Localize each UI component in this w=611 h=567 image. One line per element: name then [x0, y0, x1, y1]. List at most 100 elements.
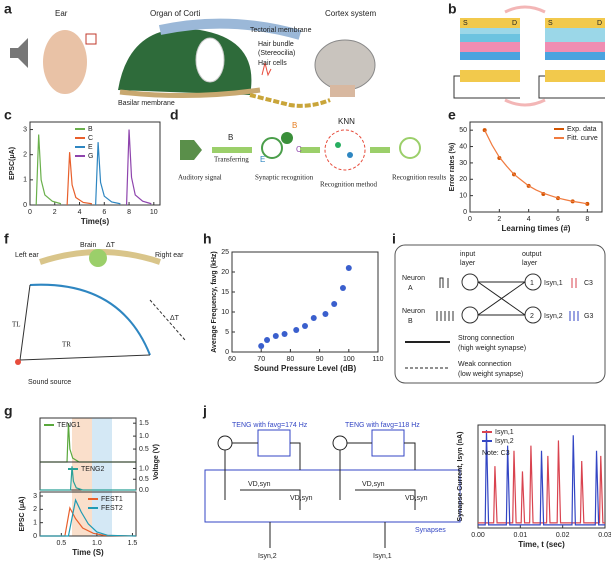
x-tick-label: 2	[53, 209, 57, 216]
series-line	[478, 430, 605, 526]
legend-label: Exp. data	[567, 126, 597, 133]
shade	[92, 418, 112, 536]
label: TR	[62, 341, 71, 349]
y-tick-label: 2	[23, 152, 27, 159]
organ-of-corti	[118, 28, 252, 95]
label: (Stereocilia)	[258, 50, 295, 57]
legend-label: Isyn,1	[495, 429, 514, 436]
label: E	[260, 155, 265, 164]
data-point	[293, 327, 300, 333]
x-axis-label: Time(s)	[81, 217, 110, 226]
label: Brain	[80, 242, 96, 249]
label: layer	[522, 260, 538, 267]
label: ΔT	[106, 242, 116, 249]
y-tick-label: 1.5	[139, 420, 149, 427]
y-tick-label: 5	[225, 329, 229, 336]
y-tick-label: 1.0	[139, 433, 149, 440]
person-icon	[261, 137, 283, 159]
panel-f: Left ear Brain Right ear ΔT ΔT TL TR Sou…	[12, 242, 186, 386]
label: Neuron	[402, 308, 425, 315]
label: D	[597, 20, 602, 27]
label: S	[463, 20, 468, 27]
x-tick-label: 0	[468, 216, 472, 223]
label: Hair bundle	[258, 41, 294, 48]
label: G3	[584, 313, 593, 320]
y-tick-label: 2	[33, 506, 37, 513]
shade	[72, 418, 92, 536]
data-point	[258, 343, 265, 349]
layer	[460, 52, 520, 60]
chart: 0.5 1.0 1.5 0 1 2 3 Time (S) EPSC (μA) FEST1 FEST2	[19, 491, 138, 557]
label: Recognition method	[320, 181, 377, 189]
panel-letter: j	[202, 403, 207, 419]
layer	[545, 42, 605, 52]
label: Isyn,2	[258, 553, 277, 560]
legend-label: E	[88, 144, 93, 151]
y-tick-label: 3	[23, 126, 27, 133]
label: TENG with favg=118 Hz	[345, 422, 420, 429]
panel-d: Auditory signal Transferring B Synaptic …	[178, 117, 447, 189]
connections	[477, 281, 526, 316]
label: output	[522, 251, 542, 258]
plot-frame	[231, 251, 379, 353]
label: Isyn,1	[544, 280, 563, 287]
x-axis-label: Time, t (sec)	[518, 540, 565, 549]
label: B	[408, 318, 413, 325]
x-tick-label: 1.5	[128, 540, 138, 547]
y-tick-label: 0	[23, 202, 27, 209]
y-tick-label: 10	[459, 192, 467, 199]
panel-letter: h	[203, 231, 212, 247]
source	[332, 435, 348, 451]
plot-frame	[39, 491, 137, 537]
arrow	[504, 5, 546, 14]
legend-label: G	[88, 153, 93, 160]
label: Organ of Corti	[150, 9, 200, 18]
label: Recognition results	[392, 174, 447, 182]
label: Neuron	[402, 275, 425, 282]
label: Basilar membrane	[118, 100, 175, 107]
ear	[43, 30, 87, 94]
legend-label: FEST1	[101, 496, 123, 503]
chain	[249, 93, 331, 108]
panel-b: S D S D	[453, 5, 605, 107]
chart: 0 2 4 6 8 0 10 20 30 40 50 Learning times (#) Error …	[449, 121, 603, 233]
y-tick-label: 0.5	[139, 446, 149, 453]
x-axis-label: Sound Pressure Level (dB)	[254, 364, 357, 373]
data-point	[345, 265, 352, 271]
y-tick-label: 0	[463, 209, 467, 216]
label: TL	[12, 321, 21, 329]
wave-arc	[29, 283, 151, 356]
data-point	[585, 201, 590, 206]
label: VD,syn	[248, 481, 271, 488]
label: input	[460, 251, 475, 258]
neck	[330, 85, 355, 97]
y-axis-label: Average Frequency, favg (kHz)	[211, 251, 218, 353]
label: VD,syn	[362, 481, 385, 488]
tectorial-membrane	[158, 18, 302, 40]
x-tick-label: 8	[127, 209, 131, 216]
x-tick-label: 6	[102, 209, 106, 216]
plot-frame	[469, 121, 603, 213]
dt-line	[149, 299, 186, 341]
box	[394, 244, 606, 384]
x-tick-label: 0.03	[598, 532, 611, 539]
x-tick-label: 6	[556, 216, 560, 223]
label: Isyn,2	[544, 313, 563, 320]
hair-cell	[195, 37, 225, 83]
speaker-icon	[10, 38, 28, 68]
legend-label: Fitt. curve	[567, 135, 598, 142]
y-tick-label: 3	[33, 493, 37, 500]
data-point	[339, 285, 346, 291]
x-tick-label: 80	[287, 356, 295, 363]
y-tick-label: 0.0	[139, 487, 149, 494]
label: ΔT	[170, 315, 180, 322]
label: S	[548, 20, 553, 27]
input-node	[461, 306, 479, 324]
layer	[460, 28, 520, 34]
legend-label: FEST2	[101, 505, 123, 512]
label: TENG with favg=174 Hz	[232, 422, 308, 429]
legend-label: C	[88, 135, 93, 142]
label: Synaptic recognition	[255, 174, 314, 182]
layer	[545, 70, 605, 82]
data-point	[281, 331, 288, 337]
